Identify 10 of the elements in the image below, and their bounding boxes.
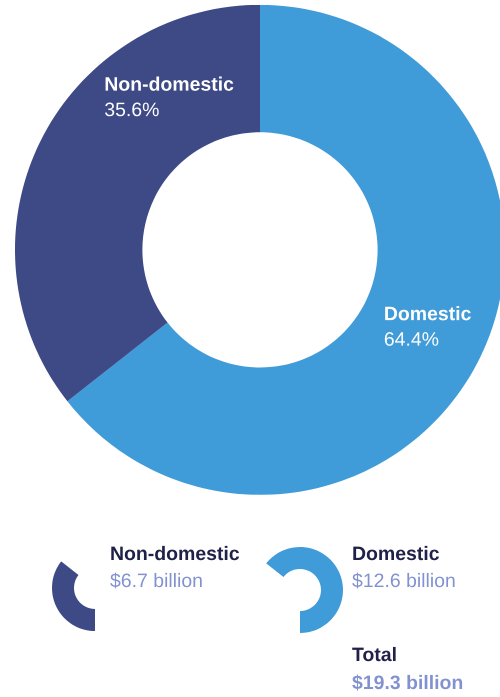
slice-label: Non-domestic xyxy=(106,76,234,91)
data-label: 35.6% xyxy=(105,102,159,116)
text: $19.3 billion xyxy=(352,674,462,690)
category-label: Non-domestic xyxy=(111,546,240,560)
slice-label: Domestic xyxy=(385,306,471,320)
text: $6.7 billion xyxy=(110,572,202,588)
data-label: 64.4% xyxy=(384,332,438,346)
text: Total xyxy=(352,646,396,662)
text: $12.6 billion xyxy=(352,572,455,588)
slice-label: Domestic xyxy=(353,546,439,560)
